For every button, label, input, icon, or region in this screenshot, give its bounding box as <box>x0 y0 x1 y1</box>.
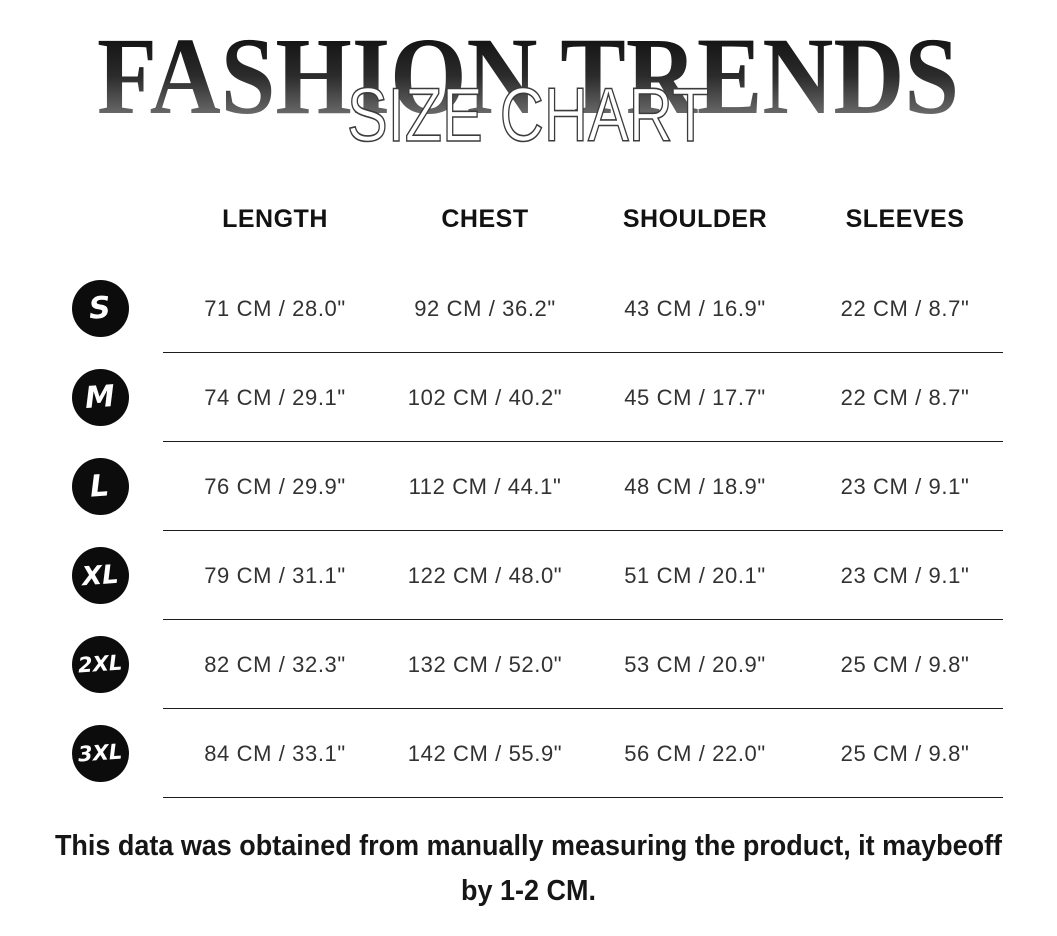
size-badge-label: S <box>87 289 112 327</box>
chest-value: 122 CM / 48.0" <box>407 562 563 588</box>
masthead-art: FASHION TRENDS SIZE CHART <box>97 15 959 159</box>
table-body: S 71 CM / 28.0" 92 CM / 36.2" 43 CM / 16… <box>0 264 1057 798</box>
disclaimer-line-2: by 1-2 CM. <box>461 874 596 907</box>
badge-cell: 3XL <box>30 725 170 782</box>
chest-value: 142 CM / 55.9" <box>407 740 563 766</box>
badge-cell: M <box>30 369 170 426</box>
table-row-s: S 71 CM / 28.0" 92 CM / 36.2" 43 CM / 16… <box>0 264 1057 353</box>
row-divider <box>163 618 1003 620</box>
sleeves-value: 25 CM / 9.8" <box>840 740 970 766</box>
column-header-shoulder: SHOULDER <box>622 204 768 233</box>
size-badge: L <box>71 458 129 515</box>
row-divider <box>163 351 1003 353</box>
sleeves-value: 22 CM / 8.7" <box>840 384 970 410</box>
badge-cell: L <box>30 458 170 515</box>
table-row-l: L 76 CM / 29.9" 112 CM / 44.1" 48 CM / 1… <box>0 442 1057 531</box>
masthead: FASHION TRENDS SIZE CHART <box>0 0 1057 159</box>
size-badge-label: 3XL <box>77 739 123 767</box>
sleeves-value: 22 CM / 8.7" <box>840 295 970 321</box>
shoulder-value: 45 CM / 17.7" <box>624 384 766 410</box>
length-value: 71 CM / 28.0" <box>204 295 346 321</box>
measurement-disclaimer: This data was obtained from manually mea… <box>0 824 1057 914</box>
shoulder-value: 48 CM / 18.9" <box>624 473 766 499</box>
brand-title: FASHION TRENDS <box>97 15 959 137</box>
size-badge: 2XL <box>71 636 129 693</box>
table-row-m: M 74 CM / 29.1" 102 CM / 40.2" 45 CM / 1… <box>0 353 1057 442</box>
row-divider <box>163 529 1003 531</box>
badge-cell: S <box>30 280 170 337</box>
row-divider <box>163 707 1003 709</box>
chest-value: 102 CM / 40.2" <box>407 384 563 410</box>
size-badge: S <box>71 280 129 337</box>
badge-cell: XL <box>30 547 170 604</box>
size-badge-label: 2XL <box>77 650 123 678</box>
length-value: 82 CM / 32.3" <box>204 651 346 677</box>
size-badge: 3XL <box>71 725 129 782</box>
chest-value: 112 CM / 44.1" <box>408 473 562 499</box>
row-divider <box>163 796 1003 798</box>
size-badge-label: L <box>89 467 111 505</box>
size-badge: XL <box>71 547 129 604</box>
table-row-xl: XL 79 CM / 31.1" 122 CM / 48.0" 51 CM / … <box>0 531 1057 620</box>
shoulder-value: 53 CM / 20.9" <box>624 651 766 677</box>
shoulder-value: 43 CM / 16.9" <box>624 295 766 321</box>
length-value: 74 CM / 29.1" <box>204 384 346 410</box>
chest-value: 132 CM / 52.0" <box>407 651 563 677</box>
size-badge: M <box>71 369 129 426</box>
size-chart-subtitle: SIZE CHART <box>347 73 709 158</box>
length-value: 79 CM / 31.1" <box>204 562 346 588</box>
column-header-sleeves: SLEEVES <box>845 204 965 233</box>
table-row-2xl: 2XL 82 CM / 32.3" 132 CM / 52.0" 53 CM /… <box>0 620 1057 709</box>
chest-value: 92 CM / 36.2" <box>414 295 556 321</box>
size-table: LENGTH CHEST SHOULDER SLEEVES S 71 CM / … <box>0 190 1057 798</box>
disclaimer-line-1: This data was obtained from manually mea… <box>54 830 1003 862</box>
table-header-row: LENGTH CHEST SHOULDER SLEEVES <box>0 190 1057 248</box>
badge-cell: 2XL <box>30 636 170 693</box>
shoulder-value: 51 CM / 20.1" <box>624 562 766 588</box>
column-header-chest: CHEST <box>441 204 529 233</box>
length-value: 76 CM / 29.9" <box>204 473 346 499</box>
shoulder-value: 56 CM / 22.0" <box>624 740 766 766</box>
sleeves-value: 25 CM / 9.8" <box>840 651 970 677</box>
column-header-length: LENGTH <box>222 204 328 233</box>
table-row-3xl: 3XL 84 CM / 33.1" 142 CM / 55.9" 56 CM /… <box>0 709 1057 798</box>
size-badge-label: M <box>83 378 117 416</box>
sleeves-value: 23 CM / 9.1" <box>840 473 970 499</box>
length-value: 84 CM / 33.1" <box>204 740 346 766</box>
sleeves-value: 23 CM / 9.1" <box>840 562 970 588</box>
size-badge-label: XL <box>80 559 120 592</box>
row-divider <box>163 440 1003 442</box>
